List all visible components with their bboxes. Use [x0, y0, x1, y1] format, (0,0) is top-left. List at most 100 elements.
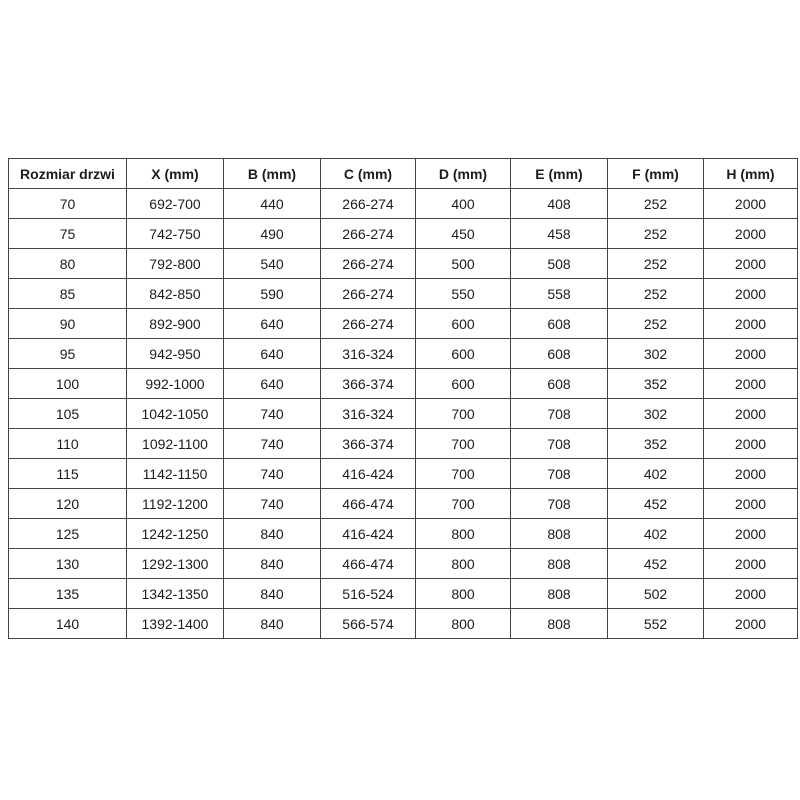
table-cell: 95 [8, 338, 127, 369]
table-cell: 2000 [703, 608, 798, 639]
table-header-row: Rozmiar drzwi X (mm) B (mm) C (mm) D (mm) E (… [8, 158, 798, 189]
table-cell: 2000 [703, 398, 798, 429]
table-cell: 252 [607, 248, 704, 279]
table-cell: 2000 [703, 248, 798, 279]
table-cell: 2000 [703, 308, 798, 339]
table-cell: 416-424 [320, 518, 416, 549]
table-cell: 840 [223, 548, 321, 579]
table-cell: 1342-1350 [126, 578, 224, 609]
table-cell: 708 [510, 428, 608, 459]
table-cell: 352 [607, 368, 704, 399]
table-cell: 366-374 [320, 368, 416, 399]
table-cell: 458 [510, 218, 608, 249]
table-cell: 402 [607, 458, 704, 489]
table-body: 70 692-700 440 266-274 400 408 252 2000 75 742-75… [8, 188, 798, 639]
table-cell: 400 [415, 188, 511, 219]
table-cell: 2000 [703, 458, 798, 489]
table-row: 105 1042-1050 740 316-324 700 708 302 2000 [8, 398, 798, 429]
table-cell: 2000 [703, 338, 798, 369]
table-cell: 608 [510, 368, 608, 399]
table-cell: 800 [415, 608, 511, 639]
table-cell: 408 [510, 188, 608, 219]
table-cell: 266-274 [320, 248, 416, 279]
table-cell: 466-474 [320, 488, 416, 519]
table-cell: 590 [223, 278, 321, 309]
table-row: 80 792-800 540 266-274 500 508 252 2000 [8, 248, 798, 279]
table-cell: 600 [415, 368, 511, 399]
table-cell: 90 [8, 308, 127, 339]
table-cell: 508 [510, 248, 608, 279]
table-cell: 252 [607, 308, 704, 339]
table-cell: 808 [510, 548, 608, 579]
table-cell: 800 [415, 548, 511, 579]
table-row: 90 892-900 640 266-274 600 608 252 2000 [8, 308, 798, 339]
table-cell: 740 [223, 488, 321, 519]
table-cell: 1192-1200 [126, 488, 224, 519]
table-cell: 2000 [703, 278, 798, 309]
table-cell: 1092-1100 [126, 428, 224, 459]
table-row: 75 742-750 490 266-274 450 458 252 2000 [8, 218, 798, 249]
table-cell: 740 [223, 458, 321, 489]
table-cell: 80 [8, 248, 127, 279]
table-cell: 452 [607, 488, 704, 519]
table-cell: 450 [415, 218, 511, 249]
table-cell: 252 [607, 218, 704, 249]
table-cell: 2000 [703, 428, 798, 459]
table-cell: 640 [223, 308, 321, 339]
table-cell: 840 [223, 578, 321, 609]
table-cell: 700 [415, 488, 511, 519]
table-cell: 466-474 [320, 548, 416, 579]
table-cell: 516-524 [320, 578, 416, 609]
table-row: 130 1292-1300 840 466-474 800 808 452 2000 [8, 548, 798, 579]
table-cell: 640 [223, 338, 321, 369]
column-header: X (mm) [126, 158, 224, 189]
table-cell: 266-274 [320, 308, 416, 339]
table-cell: 490 [223, 218, 321, 249]
table-cell: 302 [607, 398, 704, 429]
table-cell: 2000 [703, 368, 798, 399]
table-cell: 130 [8, 548, 127, 579]
table-cell: 992-1000 [126, 368, 224, 399]
table-row: 70 692-700 440 266-274 400 408 252 2000 [8, 188, 798, 219]
table-cell: 840 [223, 608, 321, 639]
table-cell: 125 [8, 518, 127, 549]
table-cell: 402 [607, 518, 704, 549]
table-cell: 540 [223, 248, 321, 279]
table-cell: 608 [510, 338, 608, 369]
table-cell: 742-750 [126, 218, 224, 249]
table-cell: 105 [8, 398, 127, 429]
column-header: E (mm) [510, 158, 608, 189]
table-cell: 608 [510, 308, 608, 339]
table-cell: 808 [510, 518, 608, 549]
table-cell: 692-700 [126, 188, 224, 219]
table-cell: 70 [8, 188, 127, 219]
table-cell: 700 [415, 428, 511, 459]
table-cell: 252 [607, 188, 704, 219]
column-header: C (mm) [320, 158, 416, 189]
table-cell: 1042-1050 [126, 398, 224, 429]
table-cell: 2000 [703, 578, 798, 609]
table-cell: 550 [415, 278, 511, 309]
door-size-table: Rozmiar drzwi X (mm) B (mm) C (mm) D (mm) E (… [8, 158, 798, 639]
column-header: Rozmiar drzwi [8, 158, 127, 189]
table-cell: 366-374 [320, 428, 416, 459]
table-cell: 600 [415, 338, 511, 369]
table-cell: 2000 [703, 188, 798, 219]
table-cell: 110 [8, 428, 127, 459]
table-cell: 2000 [703, 218, 798, 249]
table-cell: 302 [607, 338, 704, 369]
column-header: H (mm) [703, 158, 798, 189]
table-row: 100 992-1000 640 366-374 600 608 352 2000 [8, 368, 798, 399]
table-row: 140 1392-1400 840 566-574 800 808 552 2000 [8, 608, 798, 639]
table-cell: 1242-1250 [126, 518, 224, 549]
table-row: 135 1342-1350 840 516-524 800 808 502 2000 [8, 578, 798, 609]
table-cell: 842-850 [126, 278, 224, 309]
table-cell: 266-274 [320, 188, 416, 219]
table-cell: 552 [607, 608, 704, 639]
table-cell: 316-324 [320, 398, 416, 429]
column-header: F (mm) [607, 158, 704, 189]
table-row: 120 1192-1200 740 466-474 700 708 452 2000 [8, 488, 798, 519]
table-cell: 566-574 [320, 608, 416, 639]
table-cell: 500 [415, 248, 511, 279]
